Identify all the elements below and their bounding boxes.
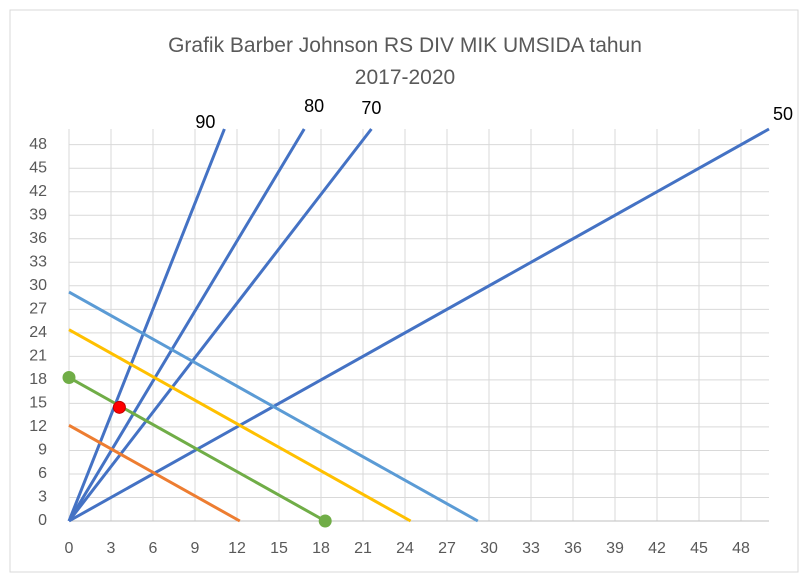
x-tick-label: 18 xyxy=(312,540,330,557)
series-line xyxy=(68,290,479,523)
y-tick-label: 24 xyxy=(29,324,47,341)
line-label: 50 xyxy=(773,104,793,124)
marker xyxy=(62,371,76,385)
y-tick-label: 0 xyxy=(38,512,47,529)
series-line xyxy=(67,128,226,522)
y-tick-label: 6 xyxy=(38,465,47,482)
x-tick-label: 12 xyxy=(228,540,246,557)
x-tick-label: 30 xyxy=(480,540,498,557)
x-tick-label: 36 xyxy=(564,540,582,557)
y-tick-label: 39 xyxy=(29,206,47,223)
y-tick-label: 42 xyxy=(29,183,47,200)
x-tick-label: 3 xyxy=(107,540,116,557)
y-tick-label: 12 xyxy=(29,418,47,435)
y-tick-label: 33 xyxy=(29,253,47,270)
y-tick-label: 48 xyxy=(29,136,47,153)
series-line xyxy=(68,127,770,523)
x-tick-label: 45 xyxy=(690,540,708,557)
line-label: 90 xyxy=(195,112,215,132)
chart-border xyxy=(9,9,799,573)
x-tick-label: 27 xyxy=(438,540,456,557)
series-line xyxy=(68,424,241,523)
y-tick-label: 30 xyxy=(29,277,47,294)
series-line xyxy=(67,128,306,522)
y-tick-label: 45 xyxy=(29,159,47,176)
y-tick-label: 36 xyxy=(29,230,47,247)
x-tick-label: 42 xyxy=(648,540,666,557)
y-tick-label: 21 xyxy=(29,348,47,365)
x-tick-label: 0 xyxy=(65,540,74,557)
marker xyxy=(112,400,126,414)
x-tick-label: 33 xyxy=(522,540,540,557)
line-label: 80 xyxy=(304,96,324,116)
x-tick-label: 6 xyxy=(149,540,158,557)
y-tick-label: 27 xyxy=(29,301,47,318)
marker xyxy=(318,514,332,528)
x-tick-label: 21 xyxy=(354,540,372,557)
x-tick-label: 39 xyxy=(606,540,624,557)
x-tick-label: 15 xyxy=(270,540,288,557)
chart-title: Grafik Barber Johnson RS DIV MIK UMSIDA … xyxy=(168,34,642,89)
series-line xyxy=(68,376,326,523)
y-tick-label: 9 xyxy=(38,442,47,459)
x-tick-label: 48 xyxy=(732,540,750,557)
line-label: 70 xyxy=(361,98,381,118)
y-tick-label: 3 xyxy=(38,489,47,506)
series-line xyxy=(68,328,412,523)
y-tick-label: 18 xyxy=(29,371,47,388)
x-tick-label: 24 xyxy=(396,540,414,557)
series-line xyxy=(67,128,373,522)
x-tick-label: 9 xyxy=(191,540,200,557)
y-tick-label: 15 xyxy=(29,395,47,412)
